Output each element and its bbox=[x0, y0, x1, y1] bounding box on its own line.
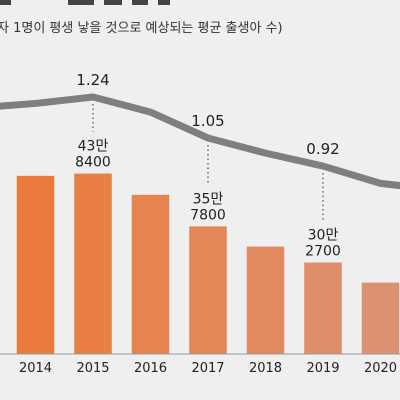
birth-label-2017: 35만 bbox=[193, 191, 224, 207]
tick-label-2020: 2020 bbox=[364, 361, 397, 376]
title-fragment bbox=[0, 0, 11, 5]
chart-subtitle: 자 1명이 평생 낳을 것으로 예상되는 평균 출생아 수) bbox=[0, 21, 283, 36]
fertility-rate-line bbox=[0, 93, 400, 190]
title-fragment bbox=[132, 0, 148, 5]
birth-label-2015: 43만 bbox=[78, 139, 109, 155]
rate-label-2015: 1.24 bbox=[76, 71, 109, 89]
bar-2015 bbox=[74, 173, 112, 354]
leader-lines bbox=[92, 103, 324, 221]
bar-2018 bbox=[246, 246, 285, 354]
line-series bbox=[0, 93, 400, 190]
rate-label-2019: 0.92 bbox=[306, 140, 339, 158]
x-axis-ticks: 2014 2015 2016 2017 2018 2019 2020 bbox=[19, 361, 397, 376]
rate-labels: 1.24 1.05 0.92 bbox=[76, 71, 339, 158]
birth-label-2017: 7800 bbox=[190, 207, 226, 223]
tick-label-2016: 2016 bbox=[134, 361, 167, 376]
birth-label-2019: 2700 bbox=[305, 243, 341, 259]
bar-2017 bbox=[189, 226, 227, 354]
bar-series bbox=[16, 173, 400, 354]
tick-label-2017: 2017 bbox=[191, 361, 224, 376]
birth-label-2019: 30만 bbox=[308, 227, 339, 243]
title-fragment bbox=[158, 0, 170, 5]
birth-label-2015: 8400 bbox=[75, 155, 111, 171]
tick-label-2015: 2015 bbox=[76, 361, 109, 376]
title-fragment bbox=[104, 0, 122, 5]
bar-2016 bbox=[131, 194, 170, 354]
tick-label-2014: 2014 bbox=[19, 361, 52, 376]
tick-label-2019: 2019 bbox=[306, 361, 339, 376]
bar-2014 bbox=[16, 175, 55, 354]
rate-label-2017: 1.05 bbox=[191, 112, 224, 130]
bar-2020 bbox=[361, 282, 400, 354]
bar-2019 bbox=[304, 262, 342, 354]
title-fragment bbox=[68, 0, 94, 5]
tick-label-2018: 2018 bbox=[249, 361, 282, 376]
